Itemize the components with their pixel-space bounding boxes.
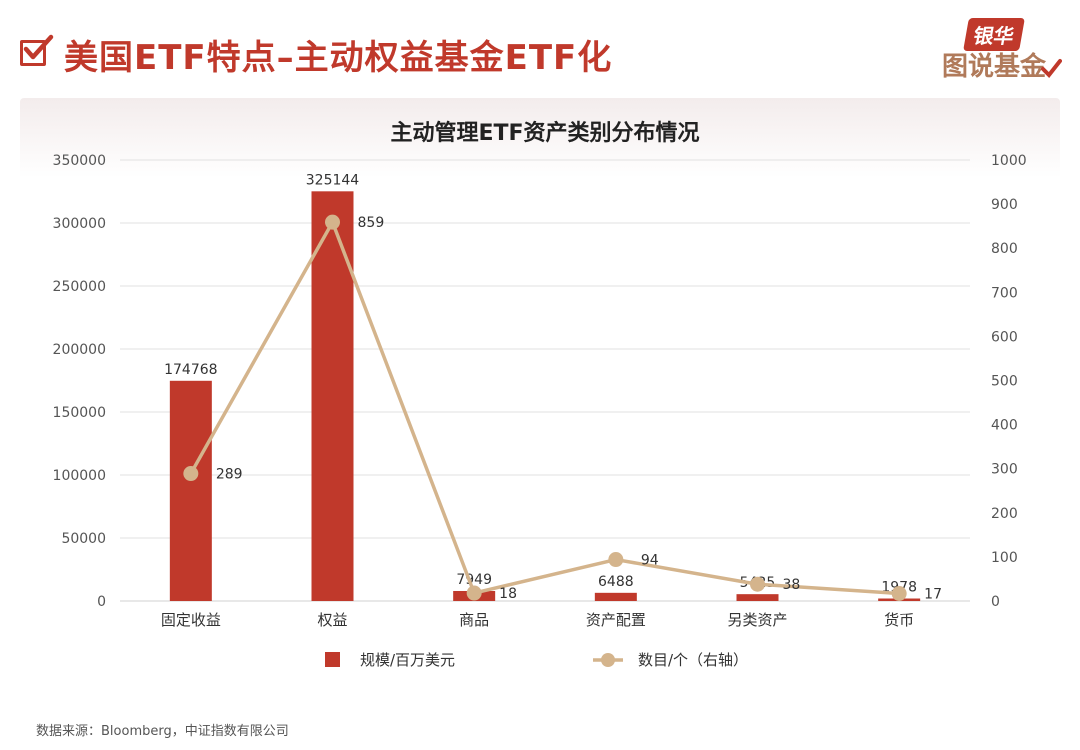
right-axis-tick: 800 xyxy=(991,241,1018,257)
line-value-label: 17 xyxy=(924,587,942,603)
category-label: 资产配置 xyxy=(586,611,646,629)
bar-value-label: 174768 xyxy=(164,362,217,378)
chart-title: 主动管理ETF资产类别分布情况 xyxy=(390,120,699,146)
line-value-label: 18 xyxy=(499,586,517,602)
left-axis-tick: 50000 xyxy=(61,531,106,547)
right-axis-tick: 300 xyxy=(991,462,1018,478)
left-axis-tick: 200000 xyxy=(53,342,106,358)
right-axis-tick: 400 xyxy=(991,418,1018,434)
combo-chart: 主动管理ETF资产类别分布情况 0 50000 100000 150000 200000 2… xyxy=(53,120,1027,669)
left-axis-tick: 250000 xyxy=(53,279,106,295)
line-value-label: 859 xyxy=(358,215,385,231)
line-value-label: 38 xyxy=(783,577,801,593)
chart-panel: 主动管理ETF资产类别分布情况 0 50000 100000 150000 200000 2… xyxy=(20,98,1060,700)
bar xyxy=(169,380,212,601)
right-axis-tick: 600 xyxy=(991,329,1018,345)
left-axis-tick: 100000 xyxy=(53,468,106,484)
legend-line-marker xyxy=(601,653,615,667)
bar xyxy=(736,594,779,601)
right-axis-tick: 100 xyxy=(991,550,1018,566)
bar-value-label: 7949 xyxy=(456,572,492,588)
line-point xyxy=(891,586,907,602)
checkbox-icon xyxy=(20,34,54,66)
line-point xyxy=(466,585,482,601)
line-series xyxy=(189,220,900,596)
logo-bottom-text: 图说基金 xyxy=(941,52,1046,82)
left-axis-tick: 350000 xyxy=(53,153,106,169)
source-note: 数据来源：Bloomberg，中证指数有限公司 xyxy=(36,724,289,739)
right-axis-tick: 200 xyxy=(991,506,1018,522)
legend-line-label: 数目/个（右轴） xyxy=(638,651,748,669)
legend-bar-label: 规模/百万美元 xyxy=(360,651,455,669)
right-axis-tick: 1000 xyxy=(991,153,1027,169)
right-axis-tick: 500 xyxy=(991,374,1018,390)
line-value-label: 289 xyxy=(216,467,243,483)
right-axis-tick: 0 xyxy=(991,594,1000,610)
category-label: 权益 xyxy=(317,611,347,629)
right-axis-tick: 700 xyxy=(991,285,1018,301)
logo-check-icon xyxy=(1041,59,1062,79)
bar xyxy=(311,191,354,602)
bar xyxy=(594,592,637,601)
left-axis-tick: 0 xyxy=(97,594,106,610)
left-axis-tick: 150000 xyxy=(53,405,106,421)
line-point xyxy=(608,552,624,568)
category-label: 固定收益 xyxy=(161,611,221,629)
category-label: 商品 xyxy=(459,611,489,629)
legend-bar-swatch xyxy=(325,652,340,667)
line-point xyxy=(750,576,765,592)
right-axis-tick: 900 xyxy=(991,197,1018,213)
bar-value-label: 325144 xyxy=(306,172,360,188)
line-point xyxy=(325,214,340,230)
category-label: 货币 xyxy=(884,611,914,629)
left-axis-tick: 300000 xyxy=(53,216,106,232)
line-point xyxy=(183,466,199,482)
bar-value-label: 6488 xyxy=(598,574,634,590)
brand-logo: 银华 图说基金 xyxy=(938,18,1062,82)
header: 美国ETF特点–主动权益基金ETF化 银华 图说基金 xyxy=(0,0,1080,100)
category-label: 另类资产 xyxy=(727,611,787,629)
page-title: 美国ETF特点–主动权益基金ETF化 xyxy=(64,38,613,78)
line-value-label: 94 xyxy=(641,553,659,569)
